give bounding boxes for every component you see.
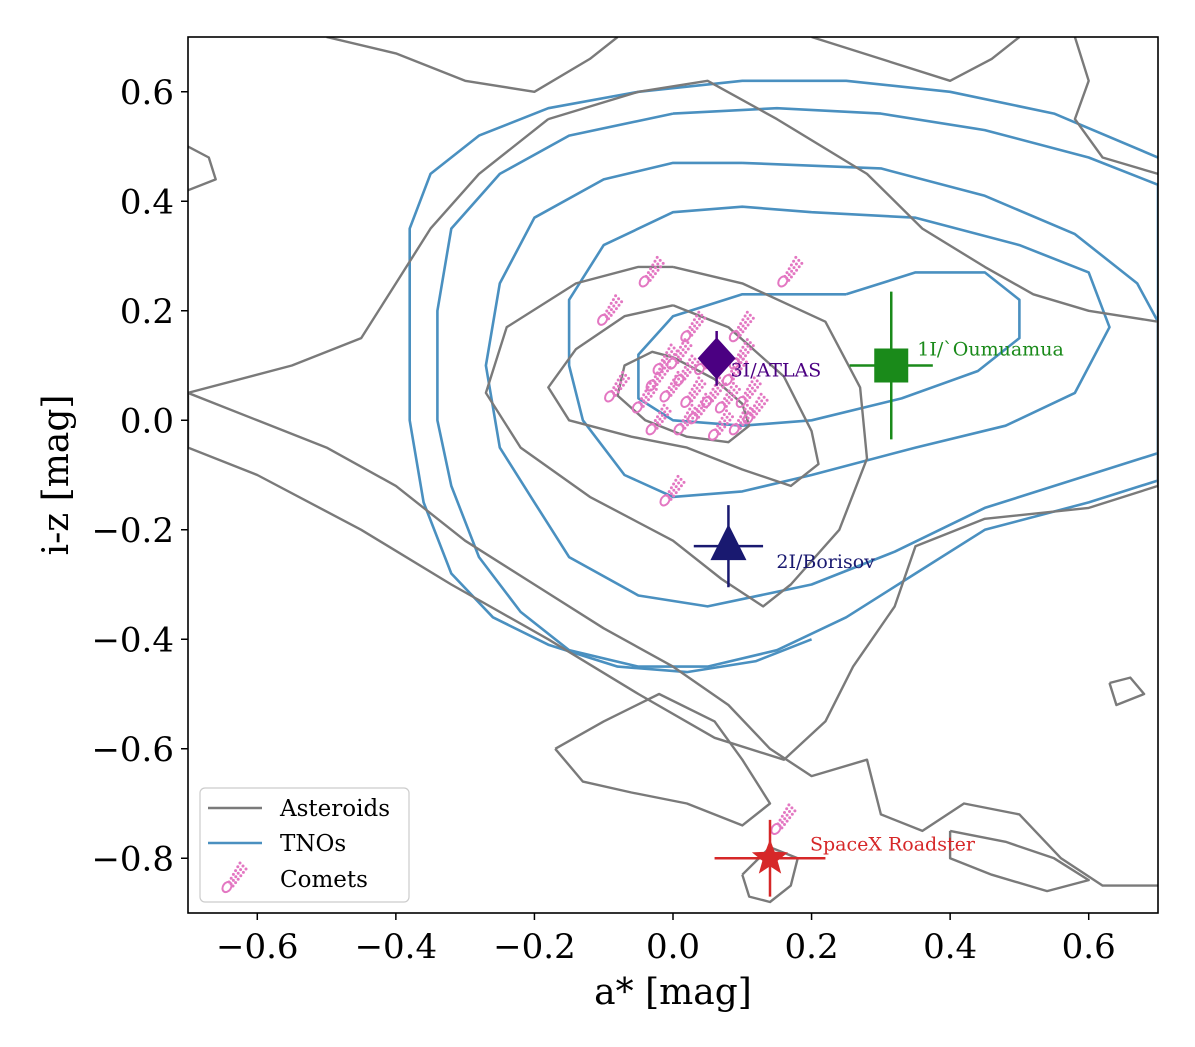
legend-box [199,787,410,903]
y-axis: −0.8 −0.6 −0.4 −0.2 0.0 0.2 0.4 0.6 [91,73,188,879]
x-tick-label: 0.0 [646,927,700,967]
marker-diamond [697,337,736,380]
asteroid-contour-4 [326,37,619,93]
comet-point-4 [777,255,804,288]
legend-comet-glyph [221,861,248,894]
asteroid-contour-1 [547,304,820,488]
contour-layer [188,37,1158,904]
marker-square [874,348,909,383]
comet-point-20 [735,376,762,408]
comet-point-1 [638,255,665,288]
x-tick-label: 0.4 [923,927,977,967]
comet-point-0 [597,294,624,326]
asteroid-contour-7 [188,145,217,192]
comet-point-5 [604,370,631,403]
object-1i-oumuamua: 1I/`Oumuamua [849,291,1064,440]
x-tick-label: −0.2 [493,927,576,967]
comet-point-17 [714,381,741,414]
object-3i-atlas: 3I/ATLAS [697,331,822,386]
tno-contour-4 [638,79,1158,159]
y-tick-label: 0.0 [120,401,174,441]
tno-contour-5 [408,90,813,674]
marker-triangle [710,524,747,561]
y-tick-label: 0.2 [120,292,174,332]
x-tick-label: −0.6 [216,927,299,967]
object-label: 1I/`Oumuamua [917,339,1063,361]
marker-star [751,839,789,874]
legend: Asteroids TNOs Comets [199,787,410,903]
comet-point-3 [728,310,755,343]
x-tick-label: 0.6 [1062,927,1116,967]
legend-swatch-comets [221,861,248,894]
y-tick-label: −0.2 [91,511,174,551]
comet-point-12 [680,376,707,408]
object-2i-borisov: 2I/Borisov [693,505,875,588]
asteroid-contour-5 [811,37,1021,82]
x-axis-label: a* [mag] [594,972,752,1013]
y-tick-label: −0.4 [91,620,174,660]
comet-point-19 [728,338,755,370]
y-tick-label: −0.8 [91,839,174,879]
x-tick-label: −0.4 [355,927,438,967]
object-label: 3I/ATLAS [731,359,822,381]
asteroid-contour-9 [554,692,772,827]
comet-point-2 [680,310,707,343]
object-spacex-roadster: SpaceX Roadster [714,819,976,897]
asteroid-contour-3 [188,79,1158,761]
comet-point-24 [645,403,672,436]
comet-point-23 [673,403,700,436]
x-axis: −0.6 −0.4 −0.2 0.0 0.2 0.4 0.6 [216,913,1116,967]
y-tick-label: 0.4 [120,182,174,222]
tno-contour-2 [484,161,1158,608]
legend-label-asteroids: Asteroids [279,796,390,822]
tno-contour-3 [436,106,1158,668]
tno-contour-0 [637,271,1021,427]
comet-point-6 [631,381,658,414]
comet-point-16 [707,409,734,441]
object-layer: 3I/ATLAS 1I/`Oumuamua 2I/Borisov SpaceX Roa… [693,291,1064,897]
comet-point-11 [673,354,700,387]
object-label: 2I/Borisov [776,551,875,573]
asteroid-contour-2 [484,265,869,608]
comet-layer [597,255,804,835]
asteroid-contour-6 [1073,37,1158,176]
x-tick-label: 0.2 [785,927,839,967]
y-axis-label: i-z [mag] [36,395,77,556]
legend-label-comets: Comets [280,867,368,893]
plot-frame [187,36,1159,914]
comet-point-22 [742,392,769,425]
asteroid-contour-12 [1108,676,1146,707]
asteroid-contour-8 [188,391,1158,887]
asteroid-contour-11 [948,829,1090,893]
legend-label-tnos: TNOs [280,831,346,857]
y-tick-label: 0.6 [120,73,174,113]
y-tick-label: −0.6 [91,730,174,770]
comet-point-25 [659,474,686,507]
tno-contour-1 [567,205,1111,499]
object-label: SpaceX Roadster [810,833,976,855]
comet-point-10 [666,338,693,370]
comet-point-26 [770,803,797,835]
